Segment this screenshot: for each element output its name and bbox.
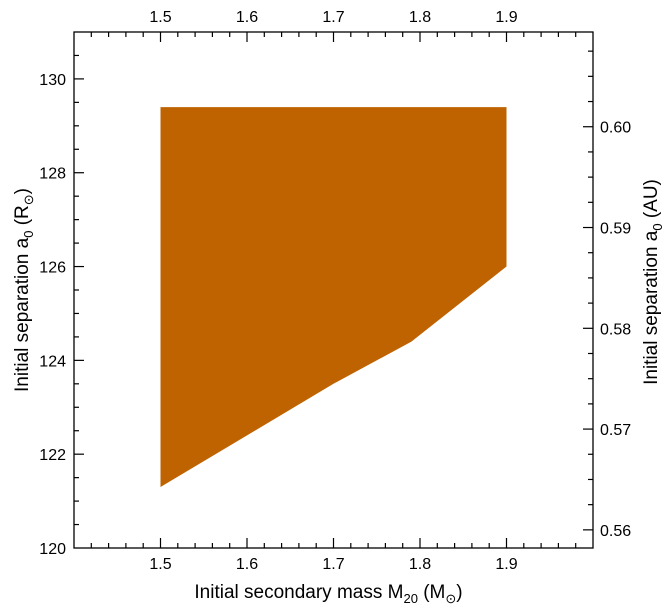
y-tick-label: 126 <box>39 260 66 277</box>
feasible-region <box>160 107 507 487</box>
x-tick-label-bottom: 1.6 <box>236 556 258 573</box>
y2-tick-label: 0.59 <box>600 221 631 238</box>
y-tick-label: 130 <box>39 72 66 89</box>
x-tick-label-bottom: 1.5 <box>149 556 171 573</box>
x-tick-label-bottom: 1.7 <box>322 556 344 573</box>
x-axis-title-unit-close: ) <box>456 582 462 603</box>
y-tick-label: 124 <box>39 353 66 370</box>
y2-tick-label: 0.60 <box>600 120 631 137</box>
y-axis-title-sub: 0 <box>21 231 36 238</box>
x-tick-label-bottom: 1.9 <box>495 556 517 573</box>
y-axis-title-main: Initial separation a <box>12 237 33 392</box>
x-axis-title: Initial secondary mass M20 (M⊙) <box>194 582 462 606</box>
y-axis-title-unit-close: ) <box>12 188 33 194</box>
y2-axis-title-unit: (AU) <box>641 179 662 223</box>
x-axis-title-main: Initial secondary mass M <box>194 582 403 603</box>
x-tick-label-bottom: 1.8 <box>409 556 431 573</box>
y2-tick-label: 0.57 <box>600 422 631 439</box>
tick-layer <box>74 32 593 548</box>
y2-axis-title-sub: 0 <box>650 223 663 230</box>
y-tick-label: 128 <box>39 166 66 183</box>
plot-frame <box>73 31 594 549</box>
x-axis-title-sub: 20 <box>403 591 417 606</box>
y-axis-title: Initial separation a0 (R⊙) <box>12 188 36 392</box>
y-tick-label: 120 <box>39 541 66 558</box>
y2-axis-title-main: Initial separation a <box>641 230 662 385</box>
y2-tick-label: 0.58 <box>600 321 631 338</box>
y-axis-title-unit-open: (R <box>12 205 33 230</box>
x-tick-label-top: 1.9 <box>495 9 517 26</box>
x-tick-label-top: 1.7 <box>322 9 344 26</box>
x-tick-label-top: 1.6 <box>236 9 258 26</box>
x-tick-label-top: 1.8 <box>409 9 431 26</box>
x-axis-title-unit-open: (M <box>418 582 445 603</box>
x-axis-title-unit-sub: ⊙ <box>445 591 456 606</box>
y2-tick-label: 0.56 <box>600 523 631 540</box>
feasible-region-layer <box>160 107 507 487</box>
y2-axis-title: Initial separation a0 (AU) <box>641 179 663 385</box>
tick-label-layer: 1.5 1.5 1.6 1.6 1.7 1.7 1.8 1.8 1.9 1.9 120 122 124 1… <box>39 9 631 573</box>
y-axis-title-unit-sub: ⊙ <box>21 194 36 205</box>
x-tick-label-top: 1.5 <box>149 9 171 26</box>
y-tick-label: 122 <box>39 447 66 464</box>
